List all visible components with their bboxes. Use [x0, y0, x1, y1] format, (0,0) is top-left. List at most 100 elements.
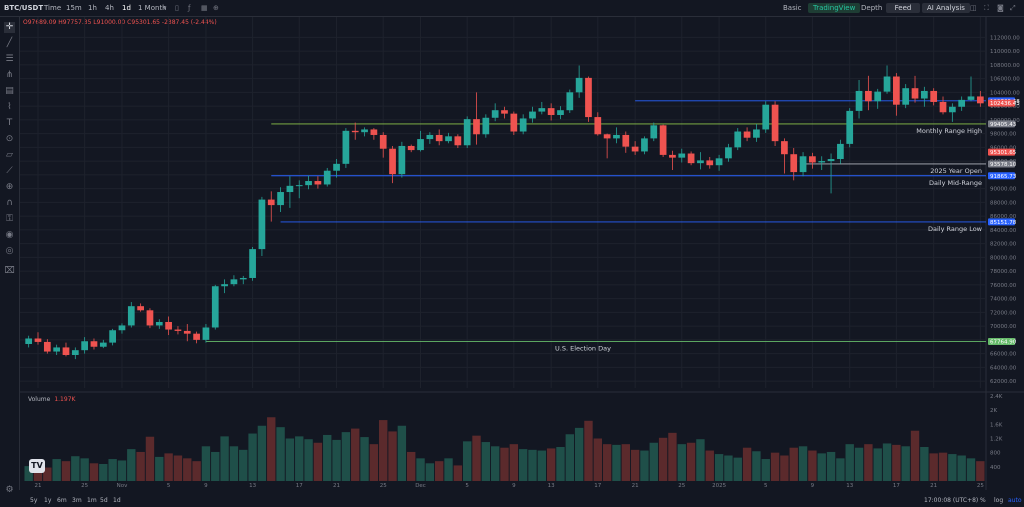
- magnet-icon[interactable]: ∩: [6, 198, 13, 208]
- volume-bar: [173, 455, 183, 481]
- hide-icon[interactable]: ◎: [5, 246, 14, 256]
- price-tick-label: 66000.00: [990, 352, 1017, 358]
- candle-body: [967, 96, 975, 100]
- volume-tick-label: 1.6K: [990, 422, 1003, 428]
- level-label: Monthly Range High: [916, 127, 982, 135]
- range-1y[interactable]: 1y: [44, 497, 52, 504]
- range-5y[interactable]: 5y: [30, 497, 38, 504]
- fullscreen-icon[interactable]: ⛶: [984, 4, 989, 12]
- candle-body: [743, 131, 751, 138]
- symbol-label[interactable]: BTC/USDT: [4, 4, 44, 12]
- camera-icon[interactable]: ◙: [997, 4, 1004, 12]
- volume-bar: [658, 437, 668, 481]
- time-tick-label: 5: [465, 483, 469, 489]
- volume-bar: [686, 442, 696, 481]
- lock-icon[interactable]: ⚿: [6, 214, 13, 224]
- chevron-down-icon[interactable]: ▾: [163, 4, 167, 12]
- volume-tick-label: 400: [990, 465, 1001, 471]
- interval-1h[interactable]: 1h: [88, 4, 97, 12]
- volume-bar: [714, 454, 724, 481]
- candle-body: [519, 118, 527, 132]
- candle-body: [277, 192, 284, 206]
- candle-body: [939, 101, 947, 113]
- volume-bar: [668, 432, 677, 481]
- settings-icon[interactable]: ⚙: [5, 485, 14, 495]
- trash-icon[interactable]: ⌧: [4, 266, 15, 276]
- tab-tradingview[interactable]: TradingView: [808, 3, 861, 13]
- pitchfork-icon[interactable]: ⋔: [5, 70, 14, 80]
- candle-body: [323, 170, 331, 185]
- volume-bar: [854, 447, 864, 481]
- volume-bar: [481, 442, 491, 481]
- time-tick-label: 5: [764, 483, 768, 489]
- volume-bar: [892, 444, 901, 481]
- horizontal-lines-icon[interactable]: ☰: [5, 54, 14, 64]
- candle-type-icon[interactable]: ▯: [175, 4, 179, 12]
- eye-icon[interactable]: ◉: [5, 230, 14, 240]
- layout-icon[interactable]: ▦: [201, 4, 208, 12]
- indicator-icon[interactable]: ƒ: [188, 4, 191, 12]
- candle-body: [631, 146, 639, 152]
- range-5d[interactable]: 5d: [100, 497, 108, 504]
- auto-toggle[interactable]: auto: [1008, 497, 1022, 504]
- candle-body: [734, 131, 742, 148]
- volume-bar: [612, 444, 621, 481]
- candle-body: [90, 341, 98, 347]
- tab-basic[interactable]: Basic: [783, 4, 802, 12]
- price-marker-label: 99405.43: [990, 122, 1017, 128]
- price-tick-label: 80000.00: [990, 255, 1017, 261]
- range-6m[interactable]: 6m: [57, 497, 67, 504]
- price-marker-label: 85151.78: [990, 220, 1017, 226]
- zoom-in-icon[interactable]: ⊕: [5, 182, 14, 192]
- price-tick-label: 110000.00: [990, 49, 1020, 55]
- volume-bar: [920, 447, 929, 481]
- volume-bar: [817, 453, 826, 481]
- candle-body: [687, 153, 695, 164]
- interval-1month[interactable]: 1 Month: [138, 4, 167, 12]
- trend-line-icon[interactable]: ╱: [6, 38, 13, 48]
- crosshair-icon[interactable]: ✛: [4, 22, 15, 33]
- add-icon[interactable]: ⊕: [213, 4, 219, 12]
- time-axis: 21 25 Nov 5 9 13 17 21 25 Dec 5 9 13 17 21 25 2025 5 9 13 17…: [34, 483, 984, 489]
- candle-body: [697, 160, 704, 164]
- tab-feed[interactable]: Feed: [886, 3, 920, 13]
- bottom-bar: 5y 1y 6m 3m 1m 5d 1d 17:00:08 (UTC+8) % …: [20, 495, 1024, 507]
- measure-icon[interactable]: ▱: [6, 150, 13, 160]
- time-tick-label: 25: [380, 483, 387, 489]
- range-1d[interactable]: 1d: [113, 497, 121, 504]
- grid-lines: [20, 17, 1024, 490]
- interval-1d[interactable]: 1d: [122, 4, 131, 12]
- log-toggle[interactable]: log: [994, 497, 1004, 504]
- volume-bar: [304, 439, 313, 481]
- tab-ai-analysis[interactable]: AI Analysis: [922, 3, 970, 13]
- interval-15m[interactable]: 15m: [66, 4, 82, 12]
- price-tick-label: 72000.00: [990, 310, 1017, 316]
- volume-bar: [351, 428, 360, 481]
- brush-icon[interactable]: ⌇: [7, 102, 12, 112]
- level-label: Daily Mid-Range: [929, 179, 982, 187]
- ruler-icon[interactable]: ⟋: [6, 166, 13, 176]
- interval-time[interactable]: Time: [44, 4, 62, 12]
- volume-bar: [574, 427, 584, 481]
- pattern-icon[interactable]: ⊙: [5, 134, 14, 144]
- volume-bar: [826, 451, 836, 481]
- interval-4h[interactable]: 4h: [105, 4, 114, 12]
- text-tool-icon[interactable]: T: [6, 118, 13, 128]
- volume-bar: [108, 459, 117, 481]
- expand-icon[interactable]: ⤢: [1010, 4, 1016, 12]
- volume-bar: [117, 460, 127, 481]
- chart-settings-icon[interactable]: ◫: [970, 4, 977, 12]
- candle-body: [911, 88, 919, 99]
- range-3m[interactable]: 3m: [72, 497, 82, 504]
- price-marker-label: 102436.43: [990, 101, 1020, 107]
- tab-depth[interactable]: Depth: [861, 4, 883, 12]
- percent-toggle[interactable]: %: [980, 497, 986, 504]
- candle-body: [333, 163, 340, 171]
- candle-body: [482, 117, 490, 135]
- range-1m[interactable]: 1m: [87, 497, 97, 504]
- channel-icon[interactable]: ▤: [5, 86, 14, 96]
- price-markers: 102763.68102436.4399405.4395301.6593578.…: [988, 97, 1020, 345]
- candle-body: [809, 156, 816, 163]
- candle-body: [799, 156, 807, 173]
